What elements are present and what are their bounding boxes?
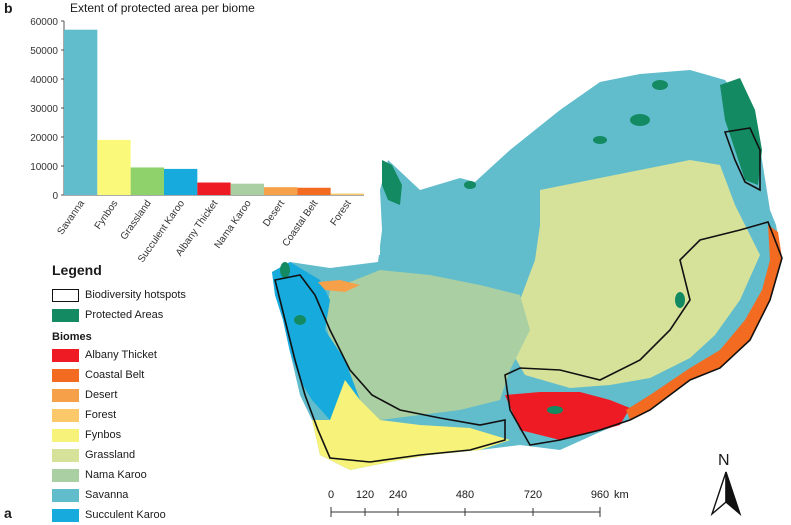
protected-area-patch bbox=[630, 114, 650, 126]
legend-label: Nama Karoo bbox=[85, 469, 147, 481]
y-tick-label: 30000 bbox=[30, 104, 58, 115]
chart-y-ticks: 0 10000 20000 30000 40000 50000 60000 bbox=[30, 17, 64, 202]
legend-biomes-title: Biomes bbox=[52, 331, 92, 343]
legend-label: Forest bbox=[85, 409, 117, 421]
y-tick-label: 50000 bbox=[30, 46, 58, 57]
scale-label: 120 bbox=[355, 489, 375, 501]
hotspot-albany bbox=[504, 221, 783, 446]
region-fynbos bbox=[312, 380, 510, 470]
legend-label: Fynbos bbox=[85, 429, 122, 441]
legend-row-biome: Coastal Belt bbox=[52, 367, 144, 383]
biome-swatch bbox=[52, 488, 79, 502]
legend-label: Protected Areas bbox=[85, 309, 164, 321]
region-grassland bbox=[505, 160, 760, 388]
y-tick-label: 20000 bbox=[30, 133, 58, 144]
scale-label: 0 bbox=[327, 489, 335, 501]
biome-swatch bbox=[52, 348, 79, 362]
scale-label: 480 bbox=[455, 489, 475, 501]
bar-succulent-karoo bbox=[164, 168, 198, 195]
biome-swatch bbox=[52, 508, 79, 522]
legend-row-biome: Succulent Karoo bbox=[52, 507, 166, 523]
biome-swatch bbox=[52, 368, 79, 382]
protected-area-patch bbox=[675, 292, 685, 308]
scale-unit: km bbox=[614, 489, 629, 501]
protected-area-patch bbox=[593, 136, 607, 144]
bar-forest bbox=[330, 193, 364, 195]
scale-label: 240 bbox=[388, 489, 408, 501]
bar-grassland bbox=[130, 167, 164, 195]
legend-label: Biodiversity hotspots bbox=[85, 289, 186, 301]
panel-letter-a: a bbox=[4, 505, 12, 521]
legend-label: Coastal Belt bbox=[85, 369, 145, 381]
hotspot-maputaland bbox=[723, 127, 761, 192]
region-nama-karoo bbox=[325, 270, 530, 420]
north-arrow-icon bbox=[710, 471, 742, 517]
biome-swatch bbox=[52, 428, 79, 442]
biome-swatch bbox=[52, 388, 79, 402]
region-desert bbox=[318, 280, 360, 292]
biome-swatch bbox=[52, 448, 79, 462]
protected-area-patch bbox=[294, 315, 306, 325]
biome-swatch bbox=[52, 468, 79, 482]
protected-area-kruger bbox=[720, 78, 762, 185]
bar-desert bbox=[264, 187, 298, 195]
chart-title: Extent of protected area per biome bbox=[70, 1, 255, 15]
y-tick-label: 10000 bbox=[30, 162, 58, 173]
bar-albany-thicket bbox=[197, 182, 231, 195]
legend-row-biome: Savanna bbox=[52, 487, 128, 503]
legend-title: Legend bbox=[52, 262, 102, 278]
protected-swatch bbox=[52, 308, 79, 322]
legend-row-biome: Desert bbox=[52, 387, 117, 403]
biome-map bbox=[272, 70, 783, 470]
bar-savanna bbox=[64, 29, 98, 196]
scale-bar bbox=[330, 507, 601, 517]
panel-letter-b: b bbox=[4, 0, 13, 16]
legend-row-biome: Nama Karoo bbox=[52, 467, 147, 483]
legend-row-protected: Protected Areas bbox=[52, 307, 163, 323]
legend-row-biome: Fynbos bbox=[52, 427, 121, 443]
region-albany-thicket bbox=[505, 392, 630, 440]
chart-bars bbox=[64, 29, 364, 196]
legend-row-hotspots: Biodiversity hotspots bbox=[52, 287, 186, 303]
protected-area-patch bbox=[652, 80, 668, 90]
bar-nama-karoo bbox=[230, 183, 264, 195]
legend-label: Desert bbox=[85, 389, 118, 401]
hotspot-swatch bbox=[52, 288, 79, 302]
legend-label: Albany Thicket bbox=[85, 349, 157, 361]
legend-row-biome: Grassland bbox=[52, 447, 135, 463]
scale-label: 720 bbox=[523, 489, 543, 501]
chart-panel bbox=[0, 0, 380, 255]
y-tick-label: 60000 bbox=[30, 17, 58, 28]
region-succulent-karoo bbox=[272, 262, 360, 430]
bar-fynbos bbox=[97, 139, 131, 195]
bar-coastal-belt bbox=[297, 187, 331, 195]
protected-area-patch bbox=[280, 262, 290, 278]
north-label: N bbox=[718, 452, 730, 469]
protected-area-patch bbox=[547, 406, 563, 414]
protected-area-patch bbox=[464, 181, 476, 189]
legend-row-biome: Albany Thicket bbox=[52, 347, 157, 363]
legend-row-biome: Forest bbox=[52, 407, 116, 423]
hotspot-succulent-karoo bbox=[274, 274, 506, 463]
legend-label: Succulent Karoo bbox=[85, 509, 166, 521]
y-tick-label: 0 bbox=[52, 191, 58, 202]
biome-swatch bbox=[52, 408, 79, 422]
scale-label: 960 bbox=[590, 489, 610, 501]
protected-area-kgalagadi bbox=[382, 160, 402, 205]
legend-label: Grassland bbox=[85, 449, 136, 461]
region-coastal-belt bbox=[626, 225, 782, 420]
y-tick-label: 40000 bbox=[30, 75, 58, 86]
legend-label: Savanna bbox=[85, 489, 129, 501]
